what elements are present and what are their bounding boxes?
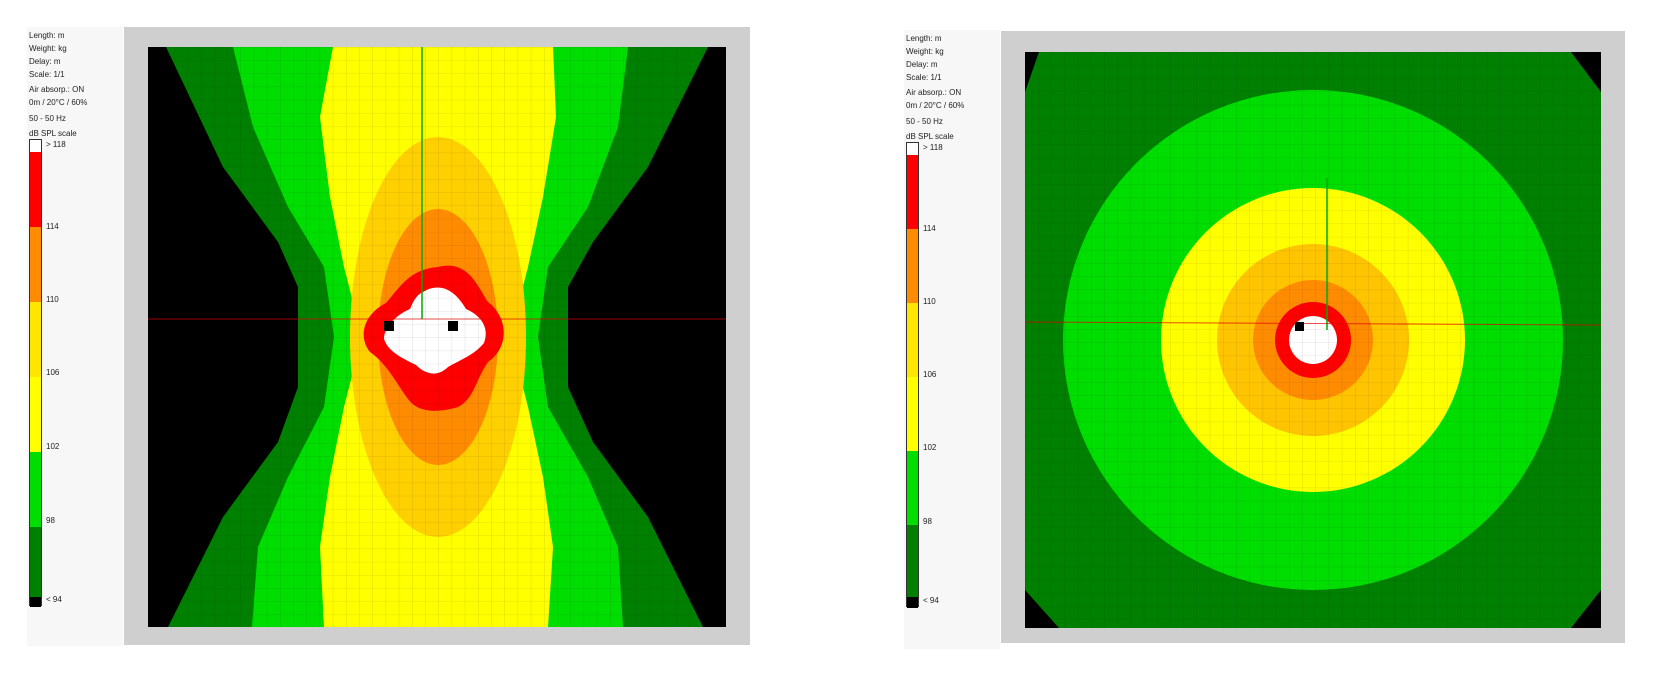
- scale-title: dB SPL scale: [29, 129, 77, 138]
- info-sidebar: Length: m Weight: kg Delay: m Scale: 1/1…: [904, 30, 1000, 649]
- scale-label: 98: [923, 517, 932, 526]
- air-absorption: Air absorp.: ON: [906, 88, 962, 97]
- db-color-scale: [29, 139, 42, 607]
- scale-band-white: [907, 143, 918, 155]
- scale-band-yellow: [30, 377, 41, 452]
- speaker-source-marker[interactable]: [384, 321, 394, 331]
- scale-band-red: [907, 155, 918, 229]
- weight-unit: Weight: kg: [29, 44, 67, 53]
- speaker-source-marker[interactable]: [448, 321, 458, 331]
- atmosphere-conditions: 0m / 20°C / 60%: [29, 98, 88, 107]
- scale-band-yellow-dark: [907, 303, 918, 377]
- scale-label: > 118: [46, 140, 66, 149]
- frequency-range: 50 - 50 Hz: [29, 114, 66, 123]
- scale-band-green: [907, 451, 918, 525]
- map-frame: [124, 27, 750, 645]
- scale-label: < 94: [46, 595, 62, 604]
- atmosphere-conditions: 0m / 20°C / 60%: [906, 101, 965, 110]
- spl-map-panel-right: Length: m Weight: kg Delay: m Scale: 1/1…: [900, 0, 1654, 675]
- scale-label: 106: [46, 368, 60, 377]
- weight-unit: Weight: kg: [906, 47, 944, 56]
- db-color-scale: [906, 142, 919, 608]
- scale-label: 98: [46, 516, 55, 525]
- scale-band-yellow-dark: [30, 302, 41, 377]
- length-unit: Length: m: [906, 34, 942, 43]
- scale-band-dark-green: [907, 525, 918, 597]
- scale-label: 106: [923, 370, 937, 379]
- spl-map-panel-left: Length: m Weight: kg Delay: m Scale: 1/1…: [0, 0, 760, 675]
- length-unit: Length: m: [29, 31, 65, 40]
- air-absorption: Air absorp.: ON: [29, 85, 85, 94]
- scale-title: dB SPL scale: [906, 132, 954, 141]
- info-sidebar: Length: m Weight: kg Delay: m Scale: 1/1…: [27, 27, 123, 646]
- scale-band-orange: [907, 229, 918, 303]
- crosshair-horizontal: [1025, 321, 1601, 326]
- spl-plot-area[interactable]: [1025, 52, 1601, 628]
- map-grid: [148, 47, 726, 627]
- spl-coverage-map: [148, 47, 726, 627]
- scale-band-red: [30, 152, 41, 227]
- scale-label: 102: [46, 442, 60, 451]
- speaker-source-marker[interactable]: [1295, 322, 1304, 331]
- scale-ratio: Scale: 1/1: [906, 73, 942, 82]
- spl-plot-area[interactable]: [148, 47, 726, 627]
- scale-band-yellow: [907, 377, 918, 451]
- scale-band-green: [30, 452, 41, 527]
- map-grid: [1025, 52, 1601, 628]
- scale-label: 102: [923, 443, 937, 452]
- scale-label: 110: [46, 295, 59, 304]
- delay-unit: Delay: m: [29, 57, 61, 66]
- scale-band-white: [30, 140, 41, 152]
- scale-label: 114: [46, 222, 59, 231]
- scale-ratio: Scale: 1/1: [29, 70, 65, 79]
- scale-band-orange: [30, 227, 41, 302]
- delay-unit: Delay: m: [906, 60, 938, 69]
- scale-label: 110: [923, 297, 936, 306]
- scale-band-dark-green: [30, 527, 41, 597]
- scale-band-black: [907, 597, 918, 608]
- scale-band-black: [30, 597, 41, 607]
- frequency-range: 50 - 50 Hz: [906, 117, 943, 126]
- scale-label: 114: [923, 224, 936, 233]
- map-frame: [1001, 31, 1625, 643]
- scale-label: > 118: [923, 143, 943, 152]
- spl-coverage-map: [1025, 52, 1601, 628]
- scale-label: < 94: [923, 596, 939, 605]
